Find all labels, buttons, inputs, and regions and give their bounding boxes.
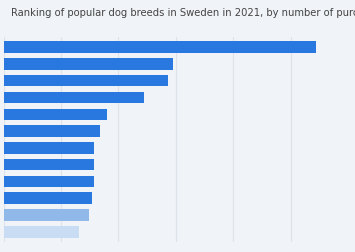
Bar — [4, 193, 92, 204]
Bar — [4, 126, 100, 137]
Bar — [4, 59, 174, 70]
Bar — [4, 143, 94, 154]
Bar — [4, 226, 79, 238]
Bar — [4, 159, 94, 171]
Text: Ranking of popular dog breeds in Sweden in 2021, by number of purchased animals: Ranking of popular dog breeds in Sweden … — [11, 8, 355, 18]
Bar — [4, 109, 107, 120]
Bar — [4, 42, 316, 53]
Bar — [4, 176, 93, 187]
Bar — [4, 209, 89, 221]
Bar — [4, 76, 168, 87]
Bar — [4, 92, 143, 104]
